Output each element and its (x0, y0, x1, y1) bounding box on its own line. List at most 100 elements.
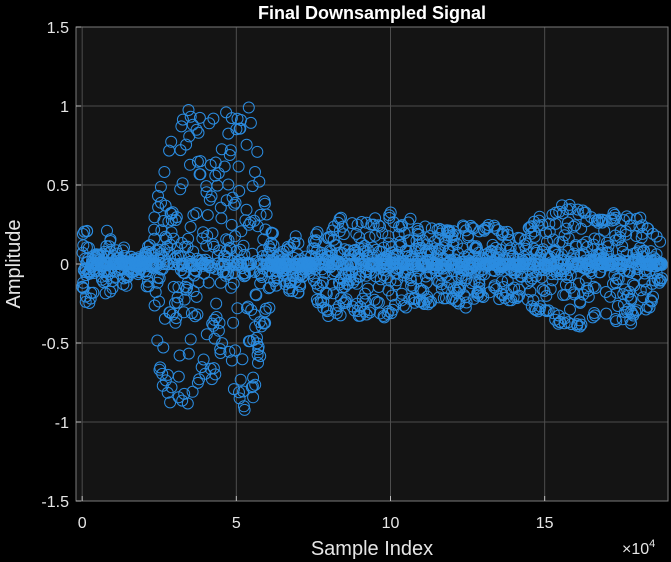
data-point (374, 273, 387, 286)
data-point (195, 361, 208, 374)
data-point (593, 213, 606, 226)
data-point (202, 276, 215, 289)
data-point (360, 308, 373, 321)
data-point (564, 303, 576, 316)
data-point (419, 220, 432, 233)
data-point (382, 230, 395, 243)
data-point (175, 237, 188, 249)
data-point (84, 292, 97, 305)
data-point (194, 155, 207, 168)
data-point (106, 275, 119, 288)
data-point (319, 286, 332, 299)
data-point (460, 296, 473, 309)
data-point (638, 244, 650, 257)
data-point (207, 362, 220, 375)
data-point (416, 234, 429, 247)
data-point (267, 239, 280, 252)
data-point (209, 368, 222, 381)
data-point (158, 166, 171, 178)
data-point (640, 303, 652, 316)
data-point (396, 219, 408, 232)
data-point (222, 234, 235, 247)
data-point (422, 298, 435, 311)
data-point (225, 112, 238, 125)
data-point (525, 227, 538, 240)
data-point (327, 233, 340, 246)
data-point (558, 229, 571, 242)
data-point (538, 285, 551, 297)
data-point (395, 220, 408, 233)
data-point (194, 168, 207, 181)
data-point (242, 300, 254, 313)
data-point (609, 277, 622, 290)
data-point (184, 110, 197, 123)
y-tick-label: 0.5 (47, 178, 69, 195)
data-point (213, 316, 226, 329)
data-point (574, 296, 587, 309)
data-point (466, 221, 479, 234)
data-point (218, 160, 231, 173)
data-point (358, 305, 371, 318)
data-point (187, 209, 200, 222)
data-point (353, 231, 366, 244)
data-point (335, 211, 347, 224)
data-point (395, 294, 408, 307)
data-point (569, 219, 582, 232)
data-point (255, 320, 268, 333)
data-point (419, 270, 432, 283)
data-point (249, 378, 262, 391)
chart-title: Final Downsampled Signal (258, 3, 486, 23)
data-point (210, 297, 223, 310)
data-point (337, 228, 350, 241)
x-tick-label: 5 (232, 515, 241, 532)
x-tick-label: 10 (382, 515, 400, 532)
data-point (237, 239, 250, 252)
data-point (582, 290, 595, 303)
data-point (459, 301, 472, 314)
data-point (654, 235, 667, 248)
data-point (411, 222, 424, 235)
data-point (254, 350, 267, 363)
data-point (310, 228, 323, 241)
data-point (414, 282, 427, 295)
data-point (288, 236, 301, 249)
x-tick-label: 15 (536, 515, 554, 532)
data-point (567, 220, 580, 233)
data-point (184, 158, 196, 171)
data-point (434, 227, 447, 240)
data-point (543, 217, 556, 230)
data-point (244, 116, 257, 129)
data-point (240, 203, 253, 216)
data-point (623, 285, 636, 298)
data-point (173, 349, 186, 362)
data-point (528, 230, 541, 243)
data-point (156, 367, 169, 380)
data-point (233, 386, 245, 399)
data-point (482, 219, 495, 231)
data-point (271, 272, 284, 285)
data-point (496, 275, 508, 288)
data-point (215, 212, 228, 225)
data-point (460, 272, 473, 285)
data-point (247, 371, 260, 384)
data-point (118, 241, 130, 254)
data-point (449, 229, 462, 241)
data-point (493, 293, 506, 306)
data-point (240, 138, 253, 151)
data-point (346, 266, 359, 279)
data-point (184, 333, 197, 346)
data-point (201, 229, 214, 242)
data-point (624, 292, 637, 305)
data-point (475, 290, 488, 303)
data-point (235, 225, 248, 238)
data-point (192, 276, 205, 289)
data-point (250, 289, 263, 302)
data-point (181, 281, 194, 294)
data-point (464, 219, 477, 232)
data-point (87, 286, 100, 299)
data-point (259, 317, 272, 329)
data-point (148, 223, 161, 236)
data-point (575, 318, 588, 331)
data-point (165, 135, 178, 148)
